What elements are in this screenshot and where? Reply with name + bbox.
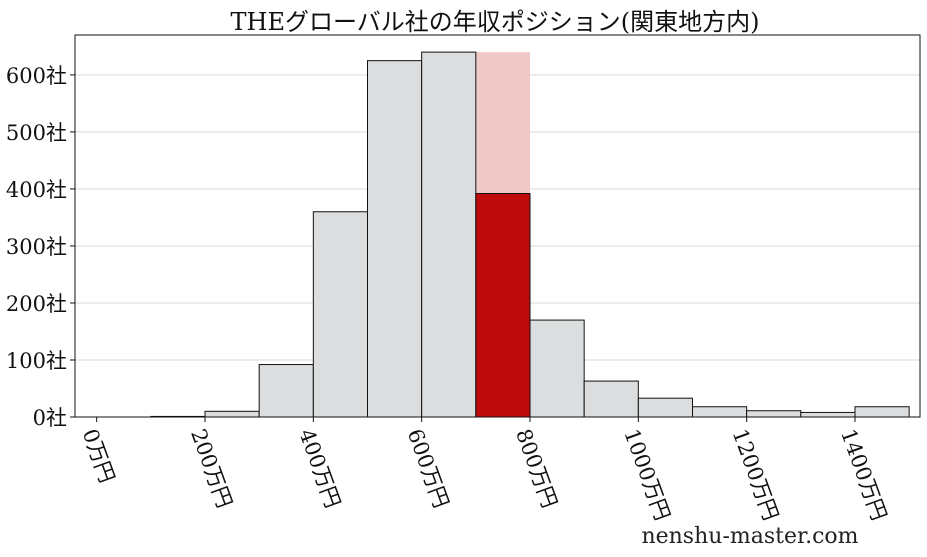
y-tick-label: 400社 xyxy=(6,178,67,202)
y-tick-label: 300社 xyxy=(6,235,67,259)
watermark-text: nenshu-master.com xyxy=(641,524,858,549)
x-tick-label: 1400万円 xyxy=(836,426,891,524)
y-tick-label: 600社 xyxy=(6,64,67,88)
y-tick-label: 200社 xyxy=(6,292,67,316)
x-tick-label: 1200万円 xyxy=(728,426,783,524)
histogram-bar-7 xyxy=(529,319,585,418)
histogram-bar-12 xyxy=(800,411,856,418)
plot-frame xyxy=(74,34,921,418)
histogram-bar-2 xyxy=(258,364,314,418)
chart-title: THEグローバル社の年収ポジション(関東地方内) xyxy=(231,8,760,36)
y-axis-ticks: 0社 100社 200社 300社 400社 500社 600社 xyxy=(6,64,75,430)
histogram-bar-1 xyxy=(204,410,260,418)
histogram-bar-11 xyxy=(746,410,802,418)
histogram-bar-10 xyxy=(692,406,748,418)
x-tick-label: 200万円 xyxy=(186,426,237,511)
y-tick-label: 0社 xyxy=(33,406,67,430)
x-tick-label: 800万円 xyxy=(511,426,562,511)
histogram-bar-9 xyxy=(637,397,693,418)
x-tick-label: 600万円 xyxy=(403,426,454,511)
histogram-bar-4 xyxy=(367,60,423,418)
bars-layer xyxy=(150,51,910,418)
y-tick-label: 500社 xyxy=(6,121,67,145)
histogram-bar-13 xyxy=(854,406,910,418)
x-tick-label: 0万円 xyxy=(78,426,119,486)
histogram-bar-8 xyxy=(583,380,639,418)
histogram-bar-3 xyxy=(312,211,369,418)
x-axis-ticks: 0万円 200万円 400万円 600万円 800万円 1000万円 1200万円 1400万… xyxy=(78,417,891,524)
histogram-bar-5 xyxy=(421,51,477,418)
y-tick-label: 100社 xyxy=(6,349,67,373)
x-tick-label: 1000万円 xyxy=(619,426,674,524)
highlight-band-layer xyxy=(475,52,530,194)
highlight-band xyxy=(475,52,530,194)
highlight-bar xyxy=(475,193,531,418)
x-tick-label: 400万円 xyxy=(294,426,345,511)
